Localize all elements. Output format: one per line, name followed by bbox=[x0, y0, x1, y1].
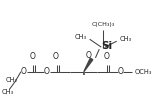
Text: C(CH₃)₃: C(CH₃)₃ bbox=[92, 22, 115, 27]
Text: O: O bbox=[30, 52, 36, 61]
Text: O: O bbox=[103, 52, 109, 61]
Text: O: O bbox=[21, 67, 27, 76]
Text: Si: Si bbox=[101, 41, 113, 51]
Text: CH₂: CH₂ bbox=[6, 77, 18, 83]
Text: CH₃: CH₃ bbox=[120, 36, 132, 42]
Text: CH₃: CH₃ bbox=[75, 34, 87, 40]
Text: O: O bbox=[53, 52, 59, 61]
Text: O: O bbox=[44, 67, 50, 76]
Polygon shape bbox=[84, 58, 93, 72]
Text: CH₃: CH₃ bbox=[1, 89, 13, 94]
Text: O: O bbox=[118, 67, 124, 76]
Text: O: O bbox=[86, 52, 92, 60]
Text: OCH₃: OCH₃ bbox=[135, 69, 152, 75]
